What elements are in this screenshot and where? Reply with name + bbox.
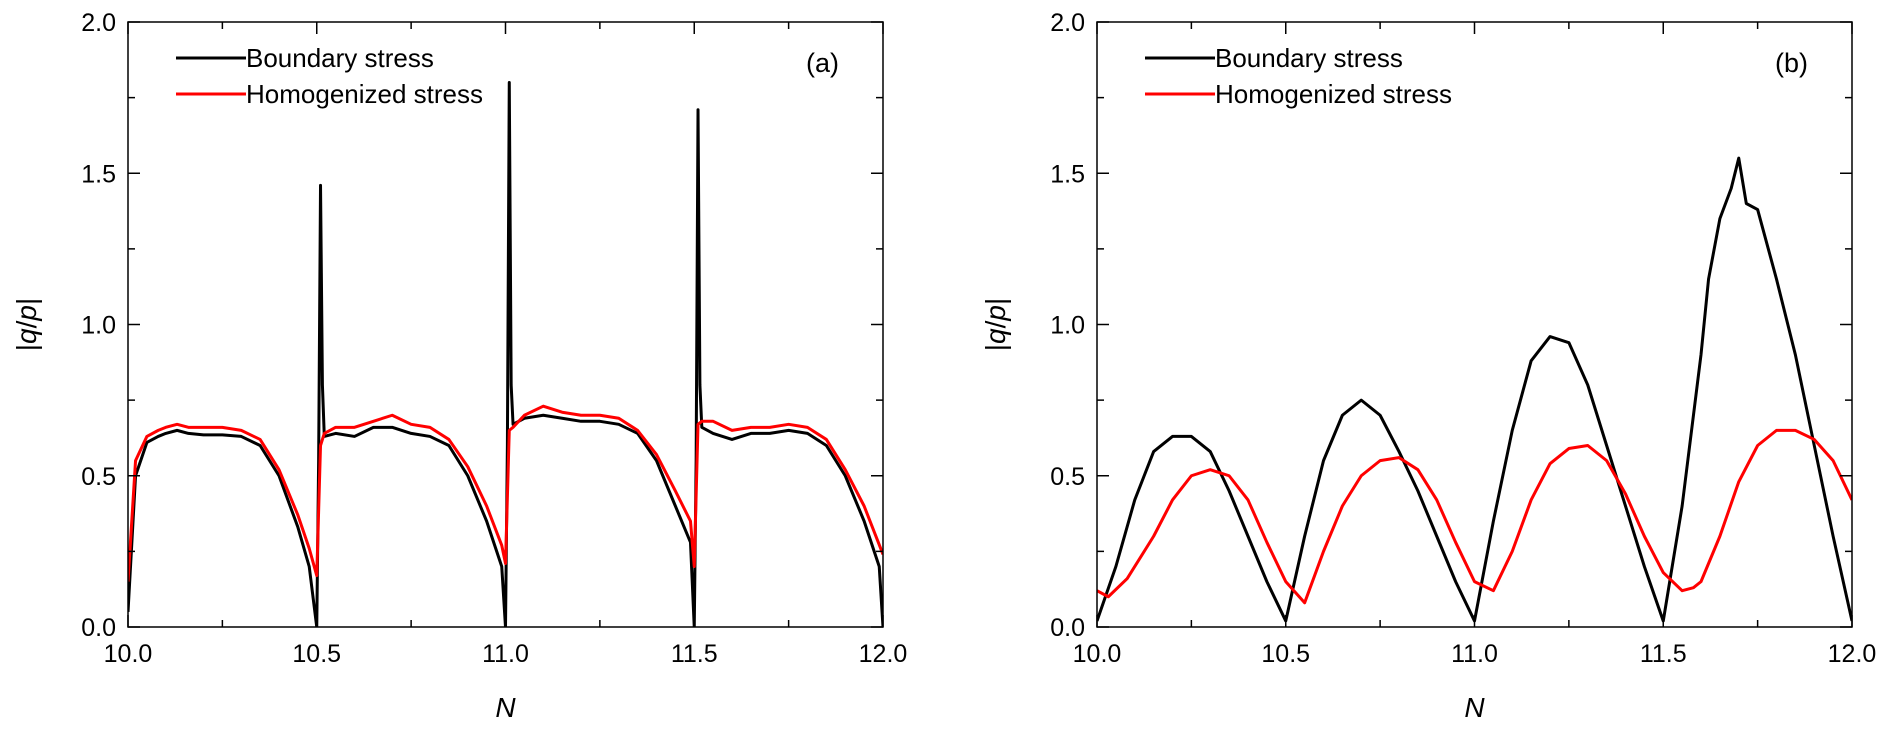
panel-b-y-tick-label: 1.0	[1050, 312, 1085, 340]
panel-b-series-boundary-stress-line	[1097, 156, 1852, 623]
panel-a-y-axis-title: |q/p|	[11, 298, 42, 352]
panel-b-plot-frame	[1096, 21, 1853, 628]
panel-b-legend-label-boundary-stress: Boundary stress	[1215, 43, 1403, 73]
panel-b-x-tick-label: 10.5	[1261, 640, 1310, 668]
panel-b-x-tick-label: 11.5	[1640, 640, 1687, 668]
panel-a-y-tick-label: 0.5	[81, 463, 116, 491]
panel-a-series-homogenized-stress-line	[128, 404, 883, 582]
panel-a-y-tick-label: 0.0	[81, 614, 116, 642]
panel-a-x-tick-label: 11.5	[671, 640, 718, 668]
panel-b-panel-label: (b)	[1775, 48, 1808, 78]
panel-a-x-tick-label: 12.0	[859, 640, 908, 668]
panel-a-legend-label-homogenized-stress: Homogenized stress	[246, 79, 483, 109]
panel-b-x-tick-label: 10.0	[1073, 640, 1122, 668]
panel-b-y-tick-label: 1.5	[1050, 160, 1085, 188]
panel-a-y-tick-label: 1.5	[81, 160, 116, 188]
panel-b-y-axis-title: |q/p|	[980, 298, 1011, 352]
panel-a-legend-label-boundary-stress: Boundary stress	[246, 43, 434, 73]
panel-b-x-axis-title: N	[1464, 692, 1485, 723]
panel-a-x-tick-label: 11.0	[482, 640, 529, 668]
panel-b-x-tick-label: 11.0	[1451, 640, 1498, 668]
panel-a-x-tick-label: 10.0	[104, 640, 153, 668]
panel-b-y-tick-label: 2.0	[1050, 9, 1085, 37]
panel-b-series-homogenized-stress-line	[1097, 428, 1852, 605]
panel-a-y-tick-label: 1.0	[81, 312, 116, 340]
panel-b-legend-label-homogenized-stress: Homogenized stress	[1215, 79, 1452, 109]
panel-a: 10.0 10.5 11.0 11.5 12.0 0.0 0.5 1.0 1.5 2.0 N |q/p…	[11, 9, 907, 723]
panel-a-panel-label: (a)	[806, 48, 839, 78]
panel-b: 10.0 10.5 11.0 11.5 12.0 0.0 0.5 1.0 1.5 2.0 N |q/p…	[980, 9, 1876, 723]
panel-b-x-tick-label: 12.0	[1828, 640, 1877, 668]
panel-b-y-tick-label: 0.5	[1050, 463, 1085, 491]
panel-a-x-axis-title: N	[495, 692, 516, 723]
panel-b-y-tick-label: 0.0	[1050, 614, 1085, 642]
panel-a-y-tick-label: 2.0	[81, 9, 116, 37]
panel-a-x-tick-label: 10.5	[292, 640, 341, 668]
